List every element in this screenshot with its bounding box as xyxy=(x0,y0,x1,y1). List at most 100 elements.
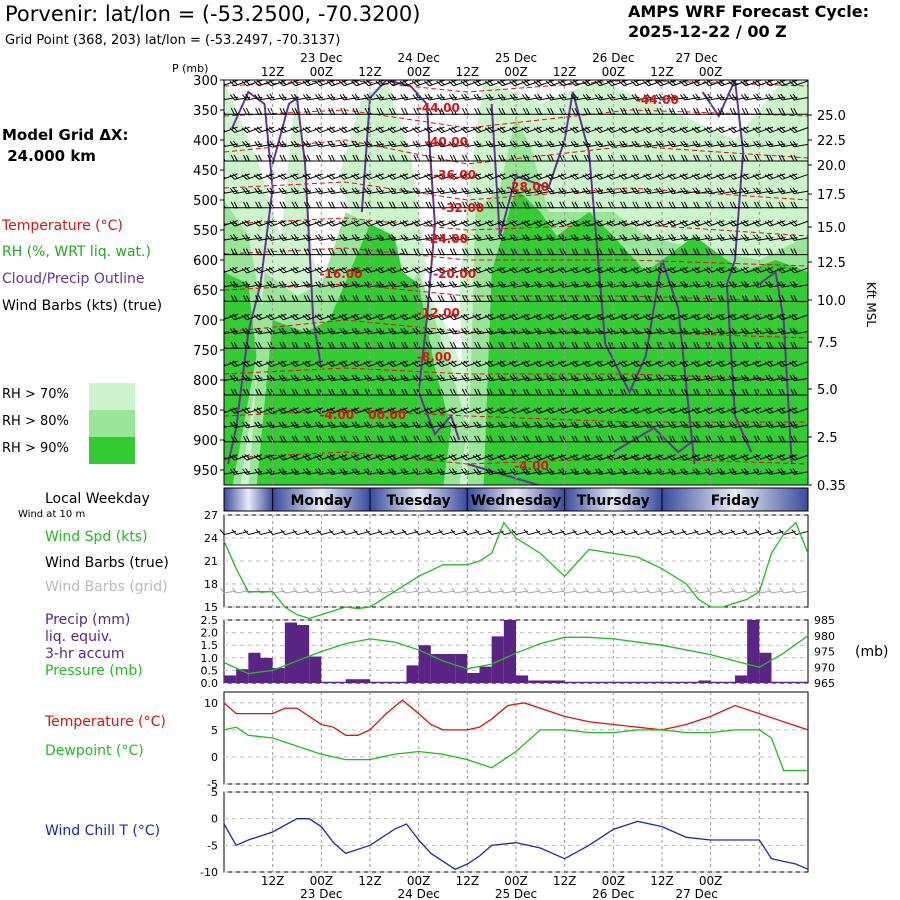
wind-barb xyxy=(497,468,518,475)
wind-barb xyxy=(667,280,689,288)
pressure-tick-label: 985 xyxy=(814,614,835,627)
temperature-contour-label: -36.00 xyxy=(433,168,476,182)
wind-barb xyxy=(448,360,469,368)
wind-barb xyxy=(790,341,808,349)
wind-barb xyxy=(326,454,348,461)
wind-barb xyxy=(521,280,543,288)
wind-barb xyxy=(375,80,396,87)
model-grid-value: 24.000 km xyxy=(2,147,96,165)
top-date-label: 25 Dec xyxy=(495,51,537,65)
wind-barb xyxy=(764,266,786,274)
wind-barb xyxy=(473,374,494,382)
wind-barb xyxy=(691,360,713,368)
wind-barb xyxy=(570,280,591,288)
precip-bar xyxy=(674,681,687,683)
wind-barb xyxy=(363,407,384,414)
wind-barb xyxy=(753,421,774,429)
precip-bar xyxy=(795,681,808,683)
wind-barb xyxy=(643,266,664,274)
wind-barb xyxy=(388,187,409,195)
precip-bar xyxy=(467,672,480,683)
wind-barb xyxy=(339,454,360,461)
wind-barb xyxy=(570,407,591,414)
wind-barb xyxy=(485,234,506,241)
wind-barb xyxy=(315,140,336,148)
wind-barb xyxy=(594,407,615,414)
wind-barb xyxy=(241,266,263,274)
wind-barb xyxy=(497,454,518,461)
wind-barb xyxy=(436,220,457,227)
wind-barb xyxy=(606,220,628,227)
wind-barb xyxy=(667,374,689,382)
wind-barb xyxy=(509,407,530,414)
wind-barb xyxy=(436,280,458,288)
wind-barb xyxy=(399,407,421,414)
wind-barb xyxy=(716,126,737,134)
pressure-tick-label: 700 xyxy=(193,314,218,329)
wind-barb-grid xyxy=(341,587,358,594)
wind-barb xyxy=(302,421,324,429)
height-tick-label: 5.0 xyxy=(817,383,838,398)
legend-cloud-outline: Cloud/Precip Outline xyxy=(2,271,145,287)
wind-barb xyxy=(691,126,713,134)
wind-barb xyxy=(716,80,737,87)
wind-barb xyxy=(314,266,336,274)
wind-barb xyxy=(314,360,336,368)
wind-barb xyxy=(436,454,457,461)
wind-barb xyxy=(497,421,518,429)
wind-barb xyxy=(643,421,664,429)
wind-barb xyxy=(752,80,774,87)
wind-barb xyxy=(302,80,323,87)
precip-bar xyxy=(552,680,565,683)
wind-barb xyxy=(631,421,652,429)
wind-barb xyxy=(790,295,808,302)
top-date-label: 26 Dec xyxy=(592,51,634,65)
wind-barb xyxy=(728,140,750,148)
wind-barb xyxy=(765,468,786,475)
bottom-time-tick-label: 12Z xyxy=(456,874,480,888)
wind-barb xyxy=(740,220,761,227)
precip-bar xyxy=(272,667,285,683)
wind-barb xyxy=(643,360,664,368)
wind-barb xyxy=(302,140,324,148)
wind-barb xyxy=(606,266,628,274)
wind-barb xyxy=(570,80,591,87)
wind-barb xyxy=(777,454,798,461)
wind-barb xyxy=(399,126,421,134)
temperature-contour-label: -40.00 xyxy=(425,135,468,149)
wind-barb xyxy=(534,374,555,382)
top-time-tick-label: 00Z xyxy=(504,65,528,79)
wind-barb xyxy=(266,374,287,382)
wind-barb xyxy=(224,454,238,461)
wind-barb xyxy=(302,220,323,227)
wind-barb xyxy=(326,173,348,180)
wind-barb xyxy=(618,80,640,87)
wind-barb xyxy=(436,407,457,414)
pressure-tick-label: 600 xyxy=(193,254,218,269)
temperature-contour-label: -4.00 xyxy=(320,408,355,422)
wind-barb xyxy=(278,140,299,148)
wind-barb xyxy=(339,220,360,227)
wind-barb xyxy=(375,468,397,475)
wind-barb xyxy=(412,140,433,148)
wind-barb xyxy=(643,140,664,148)
wind-barb xyxy=(290,187,312,195)
wind-barb xyxy=(631,454,652,461)
wind-barb xyxy=(789,187,808,195)
wind-barb xyxy=(545,407,567,414)
wind-barb xyxy=(412,407,433,414)
wind-barb xyxy=(764,80,786,87)
pressure-tick-label: 550 xyxy=(193,224,218,239)
wind-barb xyxy=(546,93,567,101)
wind-barb xyxy=(424,327,445,335)
wind-barb xyxy=(375,327,397,335)
wind-barb-grid xyxy=(438,587,456,594)
wind-barb xyxy=(302,454,323,461)
wind-barb xyxy=(631,80,652,87)
wind-barb xyxy=(789,313,808,321)
wind-barb xyxy=(545,173,567,180)
wind-barb xyxy=(472,80,494,87)
wind-barb xyxy=(643,407,664,414)
wind-barb xyxy=(448,468,470,475)
